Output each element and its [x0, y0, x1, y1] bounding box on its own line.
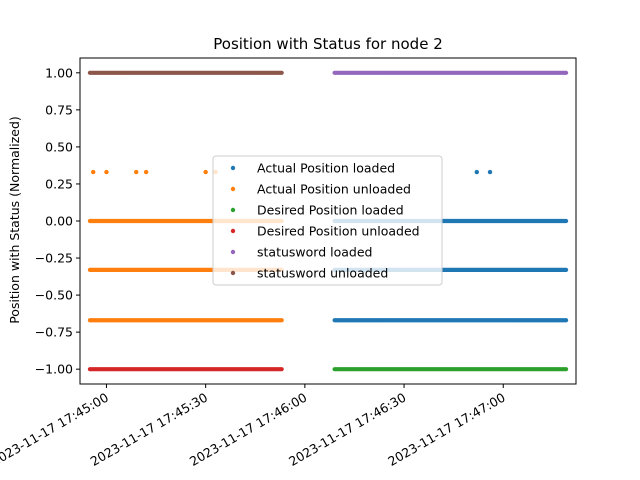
legend-label-3: Desired Position unloaded	[257, 224, 420, 239]
legend: Actual Position loaded Actual Position un…	[212, 155, 443, 286]
series-1-point-3	[143, 169, 149, 175]
legend-marker-4	[230, 249, 236, 255]
chart-title: Position with Status for node 2	[213, 35, 442, 53]
y-tick-label-1: 0.75	[45, 102, 73, 117]
y-tick-label-0: 1.00	[45, 65, 73, 80]
y-tick-label-8: −1.00	[35, 362, 73, 377]
y-tick-label-7: −0.75	[35, 325, 73, 340]
legend-marker-3	[230, 228, 236, 234]
legend-marker-1	[230, 186, 236, 192]
y-axis: 1.00 0.75 0.50 0.25 0.00 −0.25 −0.50 −0.75 −1.00	[35, 65, 80, 377]
legend-box	[212, 155, 443, 286]
series-0-point-0	[474, 169, 479, 175]
legend-label-4: statusword loaded	[257, 245, 372, 260]
legend-marker-5	[230, 270, 236, 276]
y-axis-label: Position with Status (Normalized)	[7, 116, 22, 324]
series-1-point-0	[91, 169, 96, 175]
legend-marker-2	[230, 207, 236, 213]
series-1-point-4	[203, 169, 208, 175]
y-tick-label-5: −0.25	[35, 251, 73, 266]
y-tick-label-6: −0.50	[35, 288, 73, 303]
legend-label-5: statusword unloaded	[257, 266, 388, 281]
legend-label-2: Desired Position loaded	[257, 203, 404, 218]
series-0-point-1	[487, 169, 493, 175]
legend-label-0: Actual Position loaded	[257, 161, 395, 176]
y-tick-label-4: 0.00	[45, 214, 73, 229]
legend-marker-0	[230, 165, 236, 171]
y-tick-label-2: 0.50	[45, 139, 73, 154]
series-1-point-1	[104, 169, 109, 175]
legend-label-1: Actual Position unloaded	[257, 182, 411, 197]
y-tick-label-3: 0.25	[45, 176, 73, 191]
series-1-point-2	[134, 169, 139, 175]
